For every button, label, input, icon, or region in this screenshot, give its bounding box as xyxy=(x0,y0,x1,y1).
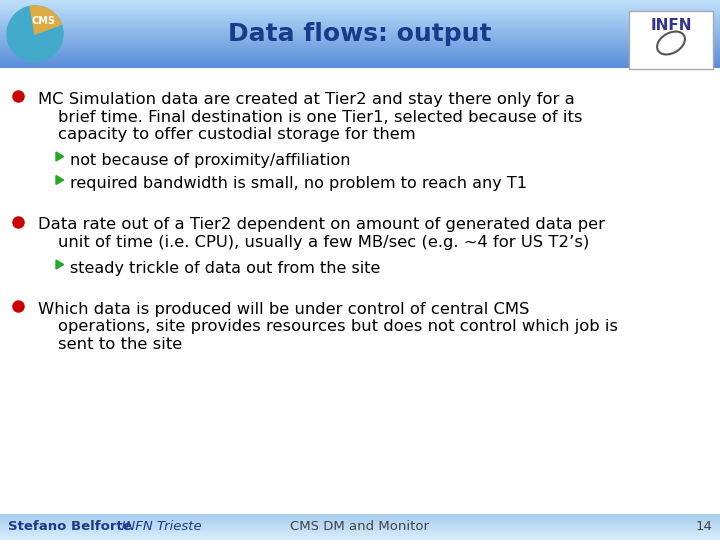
Text: Data flows: output: Data flows: output xyxy=(228,22,492,46)
Text: brief time. Final destination is one Tier1, selected because of its: brief time. Final destination is one Tie… xyxy=(58,110,582,125)
Polygon shape xyxy=(56,260,63,269)
Text: sent to the site: sent to the site xyxy=(58,337,182,352)
Wedge shape xyxy=(7,6,63,62)
Text: 14: 14 xyxy=(695,521,712,534)
Text: MC Simulation data are created at Tier2 and stay there only for a: MC Simulation data are created at Tier2 … xyxy=(38,92,575,107)
Text: not because of proximity/affiliation: not because of proximity/affiliation xyxy=(70,152,351,167)
Text: Which data is produced will be under control of central CMS: Which data is produced will be under con… xyxy=(38,302,529,317)
FancyBboxPatch shape xyxy=(629,11,713,69)
Text: CMS DM and Monitor: CMS DM and Monitor xyxy=(290,521,430,534)
Text: steady trickle of data out from the site: steady trickle of data out from the site xyxy=(70,260,380,275)
Polygon shape xyxy=(56,152,63,161)
Text: required bandwidth is small, no problem to reach any T1: required bandwidth is small, no problem … xyxy=(70,176,527,191)
Text: Stefano Belforte: Stefano Belforte xyxy=(8,521,132,534)
Polygon shape xyxy=(56,176,63,185)
Text: INFN Trieste: INFN Trieste xyxy=(113,521,202,534)
Text: operations, site provides resources but does not control which job is: operations, site provides resources but … xyxy=(58,320,618,334)
Text: CMS: CMS xyxy=(31,16,55,26)
Text: INFN: INFN xyxy=(650,18,692,33)
Wedge shape xyxy=(30,6,61,34)
Text: capacity to offer custodial storage for them: capacity to offer custodial storage for … xyxy=(58,127,415,142)
Text: unit of time (i.e. CPU), usually a few MB/sec (e.g. ~4 for US T2’s): unit of time (i.e. CPU), usually a few M… xyxy=(58,235,590,250)
Text: Data rate out of a Tier2 dependent on amount of generated data per: Data rate out of a Tier2 dependent on am… xyxy=(38,218,605,233)
